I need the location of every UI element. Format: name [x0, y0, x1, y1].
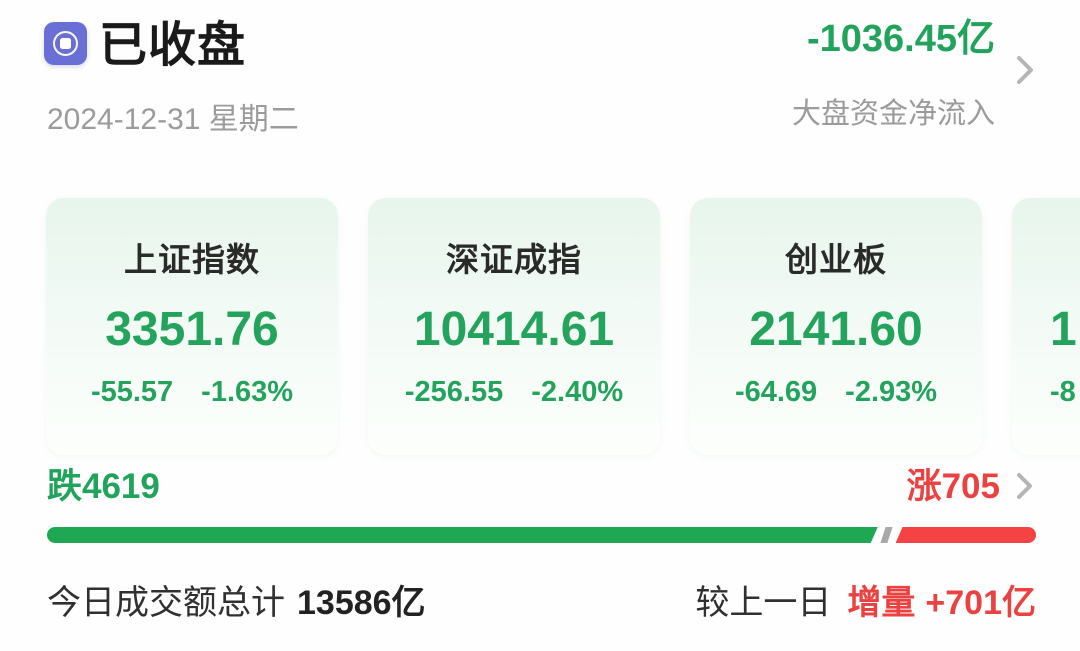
index-card-shanghai[interactable]: 上证指数 3351.76 -55.57 -1.63% [46, 198, 338, 455]
market-status-title: 已收盘 [99, 19, 247, 72]
index-change-pct: -2.93% [845, 376, 938, 408]
compare-label: 较上一日 [695, 584, 832, 622]
turnover-summary: 今日成交额总计 13586亿 [47, 582, 426, 624]
market-status-icon [44, 22, 87, 65]
chevron-right-icon[interactable] [1015, 471, 1034, 501]
net-inflow-label: 大盘资金净流入 [791, 98, 995, 130]
index-change-row: -55.57 -1.63% [91, 376, 293, 408]
advancers-bar-segment [895, 527, 1036, 543]
index-change: -55.57 [90, 376, 174, 408]
index-cards-row: 上证指数 3351.76 -55.57 -1.63% 深证成指 10414.61… [46, 198, 1080, 455]
index-value: 3351.76 [105, 303, 279, 356]
index-name: 创业板 [785, 241, 887, 278]
index-card-shenzhen[interactable]: 深证成指 10414.61 -256.55 -2.40% [368, 198, 660, 455]
turnover-delta-summary: 较上一日 增量 +701亿 [695, 582, 1036, 624]
net-inflow-value: -1036.45亿 [806, 18, 995, 60]
index-card-chinext[interactable]: 创业板 2141.60 -64.69 -2.93% [690, 198, 982, 455]
index-value: 2141.60 [749, 303, 923, 356]
chevron-right-icon[interactable] [1014, 54, 1036, 86]
index-change: -8 [1050, 376, 1076, 408]
coin-ring-icon [53, 31, 78, 56]
index-change: -256.55 [404, 376, 504, 408]
delta-value: +701亿 [925, 584, 1036, 622]
turnover-label: 今日成交额总计 [47, 584, 285, 622]
index-change-row: -8 [1050, 376, 1080, 408]
risers-count: 涨705 [906, 467, 1000, 506]
index-change-row: -256.55 -2.40% [405, 376, 623, 408]
index-change-pct: -2.40% [531, 376, 624, 408]
index-change-pct: -1.63% [201, 376, 294, 408]
index-name: 上证指数 [124, 241, 260, 278]
advance-decline-bar [47, 527, 1036, 543]
index-name: 深证成指 [446, 241, 582, 278]
index-value: 10414.61 [413, 303, 615, 356]
turnover-value: 13586亿 [297, 584, 426, 622]
coin-center-icon [60, 38, 71, 49]
decliners-bar-segment [47, 527, 878, 543]
index-card-partial[interactable]: 1 -8 [1012, 198, 1080, 455]
bar-divider-slash [880, 527, 893, 543]
fallers-count: 跌4619 [47, 467, 160, 506]
index-change: -64.69 [734, 376, 818, 408]
index-change-row: -64.69 -2.93% [735, 376, 937, 408]
trade-date: 2024-12-31 星期二 [47, 103, 299, 136]
delta-label: 增量 [847, 584, 916, 622]
index-value: 1 [1050, 303, 1077, 356]
